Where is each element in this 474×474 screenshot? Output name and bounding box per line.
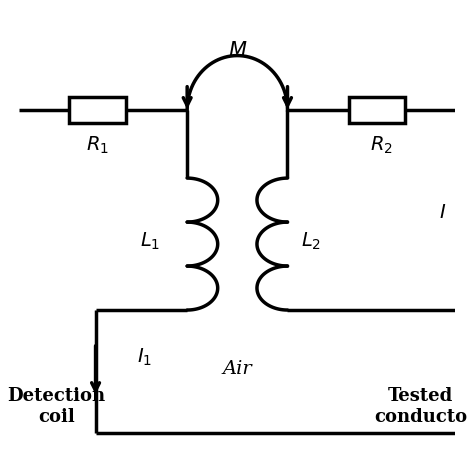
- Text: $I_1$: $I_1$: [137, 346, 152, 368]
- Text: $M$: $M$: [228, 41, 247, 61]
- Text: Detection
coil: Detection coil: [7, 387, 105, 426]
- FancyBboxPatch shape: [348, 97, 405, 123]
- Text: $L_2$: $L_2$: [301, 231, 321, 252]
- FancyBboxPatch shape: [69, 97, 126, 123]
- Text: Tested
conducto: Tested conducto: [374, 387, 467, 426]
- Text: $R_2$: $R_2$: [370, 135, 392, 156]
- Text: $I$: $I$: [439, 204, 446, 222]
- Text: Air: Air: [222, 360, 252, 378]
- Text: $R_1$: $R_1$: [86, 135, 109, 156]
- Text: $L_1$: $L_1$: [140, 231, 160, 252]
